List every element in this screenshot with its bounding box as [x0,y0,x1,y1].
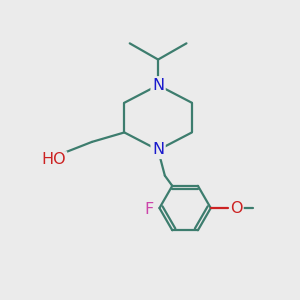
Text: O: O [230,200,243,215]
Text: N: N [152,142,164,158]
Text: F: F [145,202,154,217]
Text: N: N [152,78,164,93]
Text: HO: HO [42,152,67,167]
